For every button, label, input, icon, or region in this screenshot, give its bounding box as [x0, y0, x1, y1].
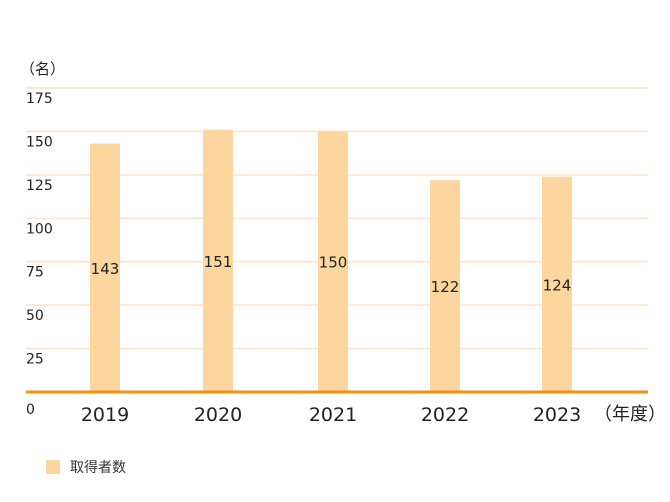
bars [90, 129, 572, 393]
bar-value-label: 150 [319, 254, 348, 272]
x-tick-label: 2021 [309, 404, 357, 426]
y-tick-label: 25 [26, 352, 44, 368]
x-tick-label: 2020 [194, 404, 242, 426]
bar [318, 131, 348, 392]
bar-value-label: 143 [91, 260, 120, 278]
y-tick-label: 50 [26, 308, 44, 324]
x-axis-label: （年度） [594, 404, 666, 425]
x-tick-label: 2019 [81, 404, 129, 426]
y-tick-label: 75 [26, 265, 44, 281]
bar-value-label: 124 [543, 276, 572, 294]
bar-value-label: 151 [204, 253, 233, 271]
x-tick-label: 2022 [421, 404, 469, 426]
bar [542, 176, 572, 392]
y-tick-label: 100 [26, 221, 53, 237]
y-axis-label: （名） [20, 60, 65, 78]
bar-value-labels: 143 151 150 122 124 [91, 253, 572, 296]
bar-value-label: 122 [431, 278, 460, 296]
bar [90, 143, 120, 392]
legend: 取得者数 [46, 457, 126, 477]
y-tick-label: 175 [26, 91, 53, 107]
y-tick-label: 150 [26, 134, 53, 150]
legend-swatch [46, 460, 60, 474]
x-tick-label: 2023 [533, 404, 581, 426]
y-tick-label: 125 [26, 178, 53, 194]
legend-label: 取得者数 [70, 460, 126, 476]
bar [203, 129, 233, 393]
y-axis-ticks: 0 25 50 75 100 125 150 175 [26, 91, 53, 418]
x-axis-ticks: 2019 2020 2021 2022 2023 [81, 404, 581, 426]
bar [430, 180, 460, 392]
y-tick-label: 0 [26, 402, 35, 418]
